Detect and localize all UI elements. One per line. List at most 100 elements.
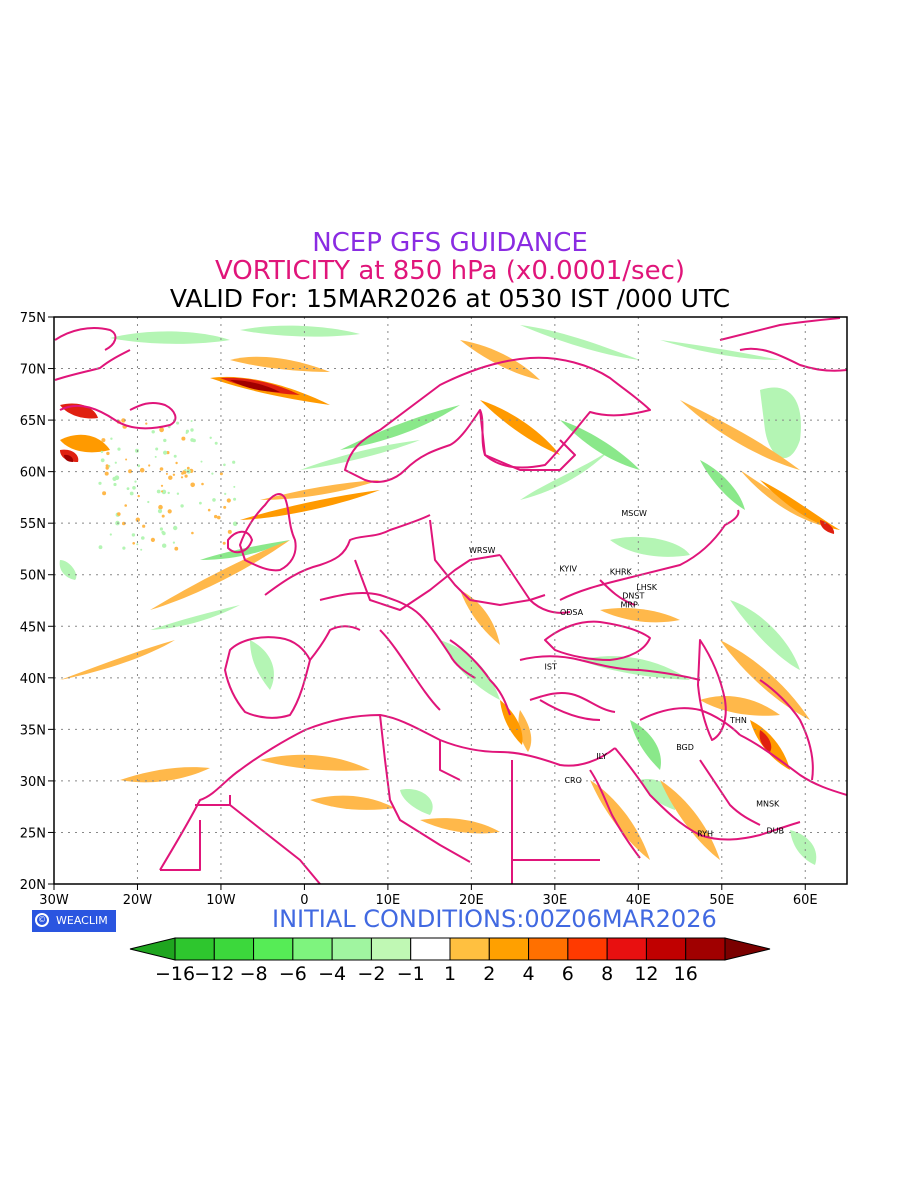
shading-dot <box>157 509 163 514</box>
colorbar-label: 2 <box>483 963 495 985</box>
shading-dot <box>161 490 163 493</box>
colorbar-swatch <box>331 937 372 961</box>
shading-dot <box>145 422 148 425</box>
weaclim-logo: © WEACLIM <box>32 910 116 932</box>
y-tick-label: 65N <box>20 414 46 429</box>
shading-dot <box>147 500 150 504</box>
initial-conditions-label: INITIAL CONDITIONS:00Z06MAR2026 <box>272 905 717 933</box>
colorbar-swatch <box>488 937 530 961</box>
colorbar-swatch <box>685 937 726 961</box>
colorbar-swatch <box>213 937 255 961</box>
y-tick-label: 70N <box>20 363 46 378</box>
y-tick-label: 25N <box>20 826 46 841</box>
shading-dot <box>122 546 126 550</box>
colorbar-label: −16 <box>155 963 195 985</box>
shading-dot <box>102 491 107 496</box>
city-label-dnst: DNST <box>622 591 644 600</box>
colorbar-label: −6 <box>279 963 307 985</box>
shading-dot <box>98 545 103 550</box>
city-label-mscw: MSCW <box>621 509 647 518</box>
shading-dot <box>223 505 227 509</box>
shading-dot <box>166 451 170 455</box>
shading-dot <box>222 541 226 545</box>
shading-dot <box>148 464 151 467</box>
colorbar-swatch <box>253 937 294 961</box>
shading-dot <box>134 480 137 483</box>
y-axis-ticks: 20N 25N 30N 35N 40N 45N 50N 55N 60N 65N 70N 75N <box>20 311 54 893</box>
shading-dot <box>128 469 133 474</box>
shading-dot <box>233 485 236 488</box>
colorbar-label: −2 <box>357 963 385 985</box>
colorbar-swatch <box>174 937 215 961</box>
shading-dot <box>219 472 223 476</box>
shading-dot <box>214 514 218 519</box>
shading-dot <box>158 504 163 510</box>
shading-dot <box>211 472 214 475</box>
x-tick-label: 50E <box>709 893 734 908</box>
shading-dot <box>224 492 227 495</box>
x-tick-label: 10W <box>206 893 236 908</box>
city-label-wrsw: WRSW <box>469 546 496 555</box>
shading-dot <box>232 521 238 527</box>
shading-dot <box>173 525 178 531</box>
shading-dot <box>191 531 194 535</box>
colorbar-swatch <box>292 937 333 961</box>
colorbar-label: 6 <box>562 963 574 985</box>
colorbar-label: 16 <box>674 963 698 985</box>
x-tick-label: 20W <box>123 893 153 908</box>
colorbar-swatch <box>567 937 608 961</box>
shading-dot <box>109 533 112 536</box>
y-tick-label: 30N <box>20 775 46 790</box>
shading-dot <box>172 541 175 544</box>
colorbar-label: −12 <box>194 963 234 985</box>
shading-dot <box>223 463 226 467</box>
shading-dot <box>117 447 121 451</box>
city-label-mnsk: MNSK <box>756 800 780 809</box>
shading-dot <box>154 455 157 458</box>
x-tick-label: 60E <box>793 893 818 908</box>
shading-dot <box>167 491 170 495</box>
city-label-ily: ILY <box>596 752 607 761</box>
shading-dot <box>125 458 128 461</box>
colorbar-swatch <box>645 937 687 961</box>
shading-dot <box>117 512 121 516</box>
shading-dot <box>184 474 188 478</box>
shading-dot <box>150 537 155 543</box>
shading-dot <box>137 464 141 468</box>
shading-dot <box>190 428 194 432</box>
shading-dot <box>160 484 164 487</box>
city-label-lhsk: LHSK <box>636 583 658 592</box>
country-boundaries <box>54 317 847 884</box>
shading-dot <box>184 468 187 472</box>
x-tick-label: 30E <box>542 893 567 908</box>
shading-dot <box>226 498 231 503</box>
shading-dot <box>199 501 202 505</box>
colorbar-label: −8 <box>240 963 268 985</box>
colorbar-swatch <box>370 937 412 961</box>
shading-dot <box>104 471 109 476</box>
city-label-khrk: KHRK <box>610 568 633 577</box>
city-label-ryh: RYH <box>697 829 713 838</box>
city-label-thn: THN <box>729 716 747 725</box>
shading-dot <box>159 427 165 433</box>
shading-dot <box>176 492 180 495</box>
shading-dot <box>182 470 187 475</box>
x-tick-label: 40E <box>626 893 651 908</box>
shading-dot <box>114 461 117 464</box>
shading-dot <box>190 438 195 442</box>
shading-dot <box>126 487 130 490</box>
copyright-icon: © <box>35 913 49 927</box>
shading-dot <box>159 527 163 531</box>
city-label-cro: CRO <box>564 776 581 785</box>
shading-dot <box>200 460 203 463</box>
shading-dot <box>100 450 104 454</box>
shading-dot <box>168 475 173 480</box>
x-tick-label: 10E <box>376 893 401 908</box>
shading-dot <box>131 533 136 537</box>
shading-dot <box>185 431 188 434</box>
shading-dot <box>190 482 195 488</box>
shading-dot <box>165 472 168 475</box>
shading-dot <box>180 504 184 508</box>
